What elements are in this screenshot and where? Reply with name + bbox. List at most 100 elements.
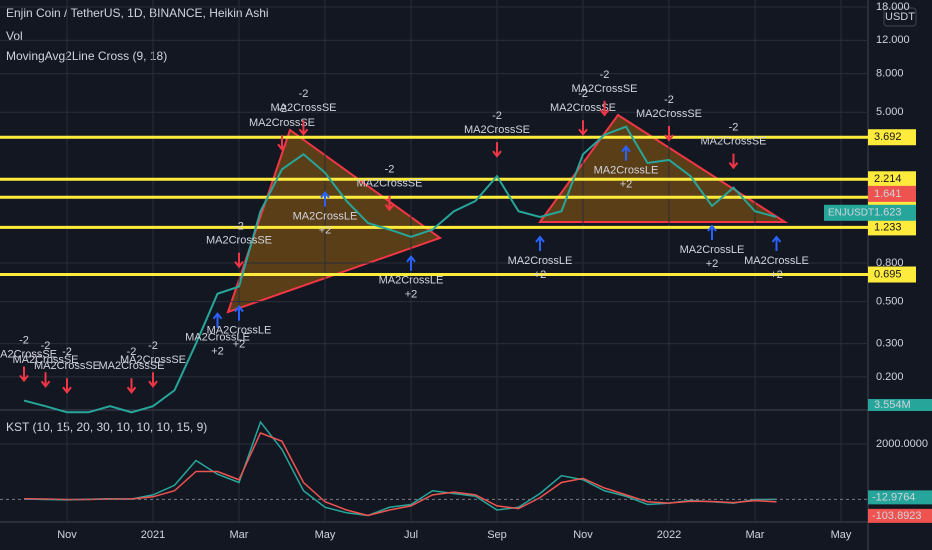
volume-tag-label: 3.554M <box>874 399 911 411</box>
level-tag <box>868 266 916 283</box>
signal-value: -2 <box>277 103 287 115</box>
symbol-tag-label: ENJUSDT <box>828 207 874 218</box>
x-tick-label: Mar <box>746 529 765 541</box>
signal-label: MA2CrossSE <box>550 102 616 114</box>
signal-label: MA2CrossSE <box>98 360 164 372</box>
kst-legend: KST (10, 15, 20, 30, 10, 10, 10, 15, 9) <box>6 420 207 434</box>
signal-label: MA2CrossLE <box>508 255 573 267</box>
kst-tag-label: -12.9764 <box>872 491 915 503</box>
signal-value: +2 <box>706 258 719 270</box>
price-tag <box>868 204 916 221</box>
y-tick-label: 5.000 <box>876 106 904 118</box>
price-tag-label: 1.641 <box>874 188 902 200</box>
signal-value: -2 <box>492 110 502 122</box>
price-tag <box>868 185 916 202</box>
level-tag-label: 2.214 <box>874 173 902 185</box>
level-tag-label: 1.233 <box>874 221 902 233</box>
sell-arrow <box>277 135 287 151</box>
vol-legend: Vol <box>6 29 23 43</box>
sell-arrow <box>126 378 137 394</box>
signal-label: MA2CrossSE <box>356 178 422 190</box>
signal-value: -2 <box>41 340 51 352</box>
signal-label: MA2CrossSE <box>249 117 315 129</box>
buy-arrow <box>212 312 223 328</box>
signal-label: MA2CrossSE <box>464 124 530 136</box>
x-tick-label: May <box>831 529 852 541</box>
currency-button[interactable] <box>883 7 917 27</box>
y-tick-label: 2000.0000 <box>876 438 928 450</box>
level-tag <box>868 129 916 146</box>
sell-arrow <box>40 372 51 388</box>
level-tag-label: 0.695 <box>874 268 902 280</box>
y-tick-label: 0.200 <box>876 371 904 383</box>
sell-arrow <box>148 372 158 388</box>
signal-label: MA2CrossSE <box>636 108 702 120</box>
kst-line <box>23 432 777 517</box>
signal-label: MA2CrossSE <box>120 354 186 366</box>
signal-label: MA2CrossLE <box>594 165 659 177</box>
currency-label: USDT <box>885 11 915 23</box>
buy-arrow <box>621 145 631 161</box>
y-tick-label: 0.300 <box>876 337 904 349</box>
signal-value: -2 <box>600 69 610 81</box>
y-tick-label: 0.500 <box>876 295 904 307</box>
signal-label: MA2CrossSE <box>0 348 57 360</box>
signal-label: MA2CrossSE <box>206 234 272 246</box>
x-tick-label: 2021 <box>141 529 165 541</box>
signal-value: +2 <box>405 289 418 301</box>
signal-value: -2 <box>62 346 72 358</box>
buy-arrow <box>707 224 717 240</box>
signal-value: +2 <box>211 346 224 358</box>
price-line <box>23 125 777 414</box>
x-tick-label: Jul <box>404 529 418 541</box>
y-tick-label: 8.000 <box>876 68 904 80</box>
sell-arrow <box>728 153 739 170</box>
signal-value: +2 <box>620 179 633 191</box>
kst-tag <box>868 508 932 523</box>
buy-arrow <box>320 191 330 207</box>
sell-arrow <box>599 100 610 117</box>
y-tick-label: 0.800 <box>876 257 904 269</box>
symbol-tag <box>824 204 868 221</box>
x-tick-label: Mar <box>230 529 249 541</box>
y-tick-label: 18.000 <box>876 1 910 13</box>
level-tag <box>868 219 916 236</box>
sell-arrow <box>298 120 309 136</box>
signal-label: MA2CrossSE <box>700 136 766 148</box>
sell-arrow <box>578 120 588 136</box>
buy-arrow <box>234 304 244 321</box>
signal-label: MA2CrossLE <box>379 275 444 287</box>
signal-value: -2 <box>729 122 739 134</box>
signal-label: MA2CrossLE <box>207 324 272 336</box>
level-tag <box>868 171 916 188</box>
signal-value: -2 <box>385 164 395 176</box>
sell-arrow <box>664 125 674 142</box>
signal-value: -2 <box>234 220 244 232</box>
volume-tag <box>868 399 932 411</box>
buy-arrow <box>535 235 545 251</box>
kst-line <box>23 420 777 517</box>
signal-label: MA2CrossLE <box>293 211 358 223</box>
signal-label: MA2CrossSE <box>571 83 637 95</box>
signal-label: MA2CrossSE <box>34 360 100 372</box>
signal-value: -2 <box>19 334 29 346</box>
signal-value: -2 <box>664 94 674 106</box>
signal-value: +2 <box>770 269 783 281</box>
signal-label: MA2CrossLE <box>680 244 745 256</box>
symbol-title: Enjin Coin / TetherUS, 1D, BINANCE, Heik… <box>6 6 269 20</box>
y-tick-label: 12.000 <box>876 34 910 46</box>
signal-label: MA2CrossLE <box>744 255 809 267</box>
x-tick-label: Nov <box>573 529 593 541</box>
x-tick-label: Sep <box>487 529 507 541</box>
buy-arrow <box>771 235 782 251</box>
sell-arrow <box>492 142 502 158</box>
price-tag-label: 1.623 <box>874 207 902 219</box>
sell-arrow <box>62 378 72 394</box>
x-tick-label: May <box>315 529 336 541</box>
signal-value: +2 <box>319 225 332 237</box>
signal-value: -2 <box>299 88 309 100</box>
signal-value: -2 <box>578 88 588 100</box>
signal-label: MA2CrossSE <box>270 102 336 114</box>
indicator-legend: MovingAvg2Line Cross (9, 18) <box>6 49 167 63</box>
